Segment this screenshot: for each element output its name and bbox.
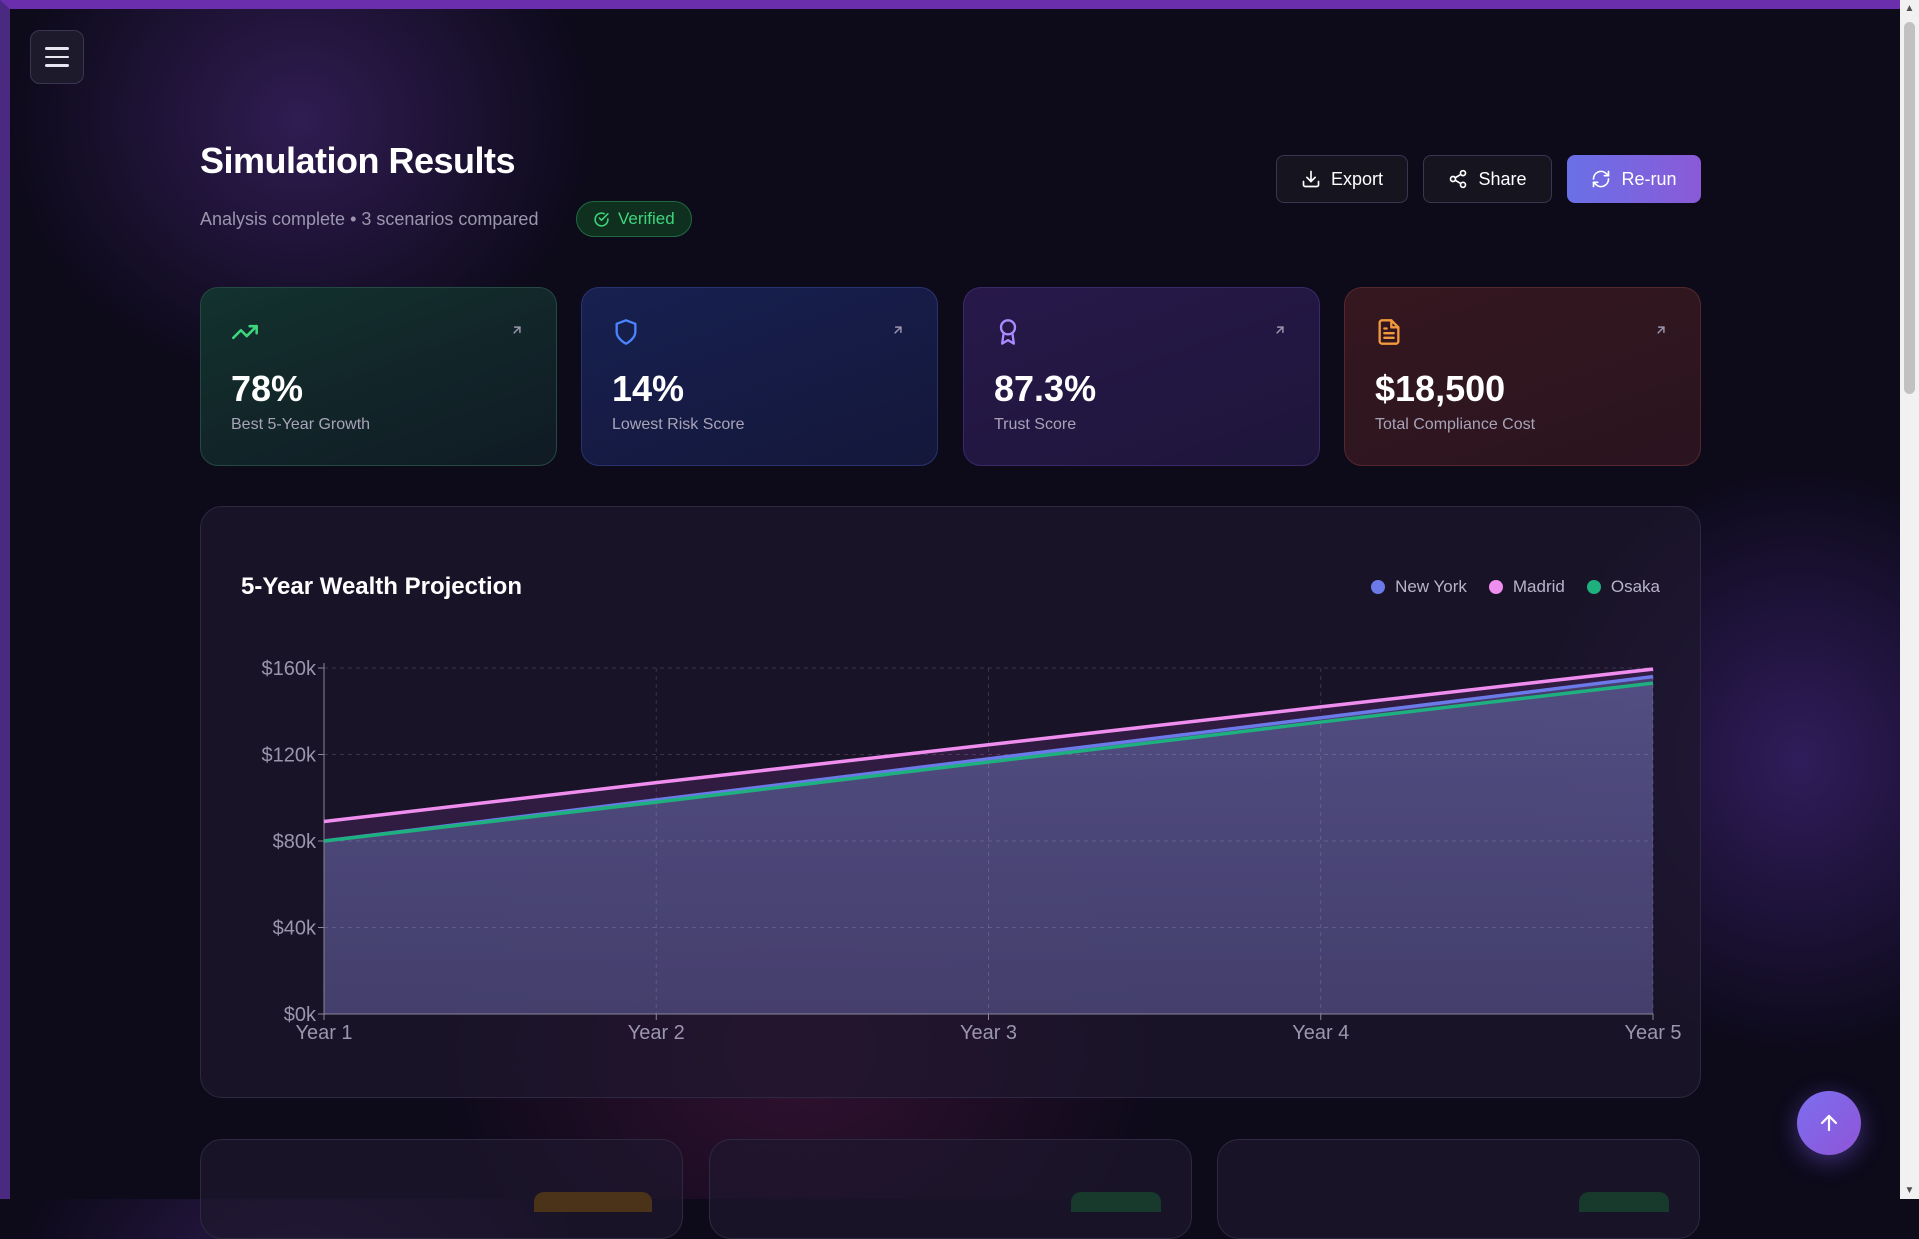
- document-icon: [1378, 319, 1400, 345]
- legend-item-new-york[interactable]: New York: [1371, 577, 1467, 597]
- legend-dot: [1371, 580, 1386, 594]
- legend-item-madrid[interactable]: Madrid: [1488, 577, 1565, 597]
- wealth-projection-card: 5-Year Wealth Projection New York Madrid…: [200, 506, 1701, 1098]
- arrow-up-right-icon: [513, 326, 521, 334]
- share-button[interactable]: Share: [1423, 155, 1552, 203]
- chart-legend: New York Madrid Osaka: [1371, 577, 1660, 597]
- stat-value: 14%: [612, 368, 685, 409]
- x-tick-label: Year 3: [960, 1022, 1017, 1044]
- scroll-down-arrow[interactable]: ▼: [1904, 1185, 1915, 1196]
- wealth-projection-chart: $0k $40k $80k $120k $160k Year 1 Year 2 Year 3 Y…: [262, 658, 1682, 1044]
- page-title: Simulation Results: [200, 140, 516, 181]
- vertical-scrollbar[interactable]: ▲ ▼: [1900, 0, 1919, 1199]
- x-tick-label: Year 5: [1624, 1022, 1681, 1044]
- page-subtitle: Analysis complete • 3 scenarios compared: [200, 209, 539, 229]
- stat-card-trust[interactable]: 87.3% Trust Score: [963, 287, 1320, 466]
- series-area-osaka: [324, 683, 1653, 1014]
- arrow-up-right-icon: [894, 326, 902, 334]
- stat-value: 87.3%: [994, 368, 1097, 409]
- series-line-madrid: [323, 667, 1654, 824]
- verified-badge: Verified: [576, 201, 692, 237]
- y-tick-label: $80k: [273, 831, 317, 853]
- rerun-label: Re-run: [1621, 168, 1677, 189]
- y-tick-label: $120k: [262, 745, 317, 767]
- scroll-up-arrow[interactable]: ▲: [1904, 3, 1915, 14]
- y-tick-label: $0k: [284, 1004, 317, 1026]
- series-line-osaka: [323, 681, 1654, 843]
- x-tick-label: Year 4: [1292, 1022, 1349, 1044]
- scenario-card[interactable]: [1217, 1139, 1700, 1239]
- menu-button[interactable]: [30, 30, 84, 84]
- stat-value: $18,500: [1375, 368, 1506, 409]
- legend-label: Madrid: [1512, 577, 1565, 596]
- legend-item-osaka[interactable]: Osaka: [1586, 577, 1660, 597]
- legend-label: New York: [1395, 577, 1467, 596]
- status-badge: [534, 1192, 652, 1212]
- share-icon: [1450, 169, 1467, 189]
- stat-card-risk[interactable]: 14% Lowest Risk Score: [581, 287, 938, 466]
- scroll-to-top-button[interactable]: [1797, 1091, 1861, 1155]
- status-badge: [1579, 1192, 1669, 1212]
- scenario-card[interactable]: [709, 1139, 1192, 1239]
- y-tick-label: $40k: [273, 918, 317, 940]
- verified-badge-label: Verified: [618, 209, 675, 228]
- stat-label: Lowest Risk Score: [612, 416, 745, 433]
- trending-up-icon: [232, 324, 258, 340]
- stat-value: 78%: [231, 368, 304, 409]
- legend-dot: [1586, 580, 1601, 594]
- legend-label: Osaka: [1610, 577, 1660, 596]
- legend-dot: [1488, 580, 1503, 594]
- arrow-up-icon: [1820, 1114, 1838, 1132]
- refresh-icon: [1593, 170, 1610, 188]
- export-button[interactable]: Export: [1276, 155, 1408, 203]
- y-tick-label: $160k: [262, 658, 317, 680]
- x-tick-label: Year 2: [628, 1022, 685, 1044]
- rerun-button[interactable]: Re-run: [1567, 155, 1701, 203]
- share-label: Share: [1478, 168, 1527, 189]
- chart-title: 5-Year Wealth Projection: [241, 573, 522, 600]
- award-icon: [999, 319, 1017, 345]
- check-circle-icon: [594, 211, 609, 227]
- scrollbar-thumb[interactable]: [1904, 22, 1915, 394]
- export-label: Export: [1330, 168, 1384, 189]
- shield-icon: [615, 319, 637, 345]
- scenario-card[interactable]: [200, 1139, 683, 1239]
- stat-label: Trust Score: [994, 416, 1077, 433]
- arrow-up-right-icon: [1276, 326, 1284, 334]
- x-tick-label: Year 1: [295, 1022, 352, 1044]
- stat-card-growth[interactable]: 78% Best 5-Year Growth: [200, 287, 557, 466]
- stat-card-compliance[interactable]: $18,500 Total Compliance Cost: [1344, 287, 1701, 466]
- download-icon: [1302, 170, 1320, 188]
- arrow-up-right-icon: [1657, 326, 1665, 334]
- stat-label: Best 5-Year Growth: [231, 416, 371, 433]
- stat-label: Total Compliance Cost: [1375, 416, 1536, 433]
- hamburger-icon: [45, 47, 69, 50]
- status-badge: [1071, 1192, 1161, 1212]
